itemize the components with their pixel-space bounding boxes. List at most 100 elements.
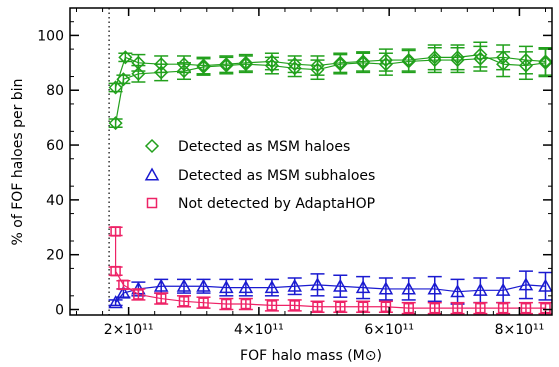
series-2-main-point-17 xyxy=(452,302,463,314)
y-axis-label: % of FOF haloes per bin xyxy=(10,79,26,246)
series-2-main-errorbar-20 xyxy=(518,301,533,315)
series-0-upper-point-17 xyxy=(473,47,488,62)
legend-label-0: Detected as MSM haloes xyxy=(178,139,350,155)
series-0-upper-point-13 xyxy=(378,53,393,68)
series-1-main-point-5 xyxy=(196,278,211,292)
series-0-upper-errorbar-0 xyxy=(108,82,123,93)
series-2-main-errorbar-8 xyxy=(238,297,253,311)
series-2-main-errorbar-6 xyxy=(196,296,211,309)
series-2-main-point-3 xyxy=(133,289,144,300)
series-0-upper-point-18 xyxy=(496,57,511,72)
y-tick-label-3: 60 xyxy=(46,138,64,154)
series-2-main-point-5 xyxy=(178,296,190,307)
series-2-main-errorbar-12 xyxy=(333,300,348,314)
series-0-upper-point-10 xyxy=(310,58,325,73)
series-2-main-point-10 xyxy=(289,300,300,311)
series-2-main-line xyxy=(114,231,546,309)
series-0-upper-point-12 xyxy=(356,54,371,69)
series-0-main-errorbar-0 xyxy=(108,118,123,128)
series-2-main-errorbar-19 xyxy=(496,301,511,315)
series-2-main-point-8 xyxy=(240,298,252,310)
series-1-main-errorbar-20 xyxy=(538,271,552,301)
y-tick-label-4: 80 xyxy=(46,83,64,99)
plot-layer xyxy=(108,8,552,315)
x-tick-label-2: 6×10¹¹ xyxy=(364,322,414,338)
series-0-upper-point-19 xyxy=(518,58,534,73)
y-tick-label-0: 0 xyxy=(55,303,64,319)
series-2-main-errorbar-14 xyxy=(378,300,393,314)
series-1-main-point-17 xyxy=(473,282,488,296)
series-1-main-point-19 xyxy=(518,277,534,291)
series-0-upper-point-14 xyxy=(401,53,416,68)
legend-label-2: Not detected by AdaptaHOP xyxy=(178,196,375,212)
series-2-main-point-12 xyxy=(335,301,346,313)
series-0-upper-point-0 xyxy=(108,80,123,95)
series-1-main-point-10 xyxy=(310,277,325,291)
series-1-main-point-12 xyxy=(355,280,371,294)
series-0-main-point-3 xyxy=(154,65,169,80)
series-0-upper-errorbar-16 xyxy=(450,44,465,71)
series-0-upper-point-16 xyxy=(450,50,465,65)
series-0-upper-point-6 xyxy=(219,57,234,72)
series-2-main-point-1 xyxy=(110,265,121,277)
series-1-main-point-13 xyxy=(378,281,394,295)
series-1-main-point-1 xyxy=(116,285,131,299)
series-2-main-point-0 xyxy=(110,226,121,237)
series-1-main-point-8 xyxy=(264,280,280,294)
series-0-upper-errorbar-14 xyxy=(401,48,416,72)
series-1-main-point-16 xyxy=(450,284,465,298)
series-2-main-point-19 xyxy=(497,302,509,314)
plot-area xyxy=(108,8,552,315)
series-0-upper-errorbar-1 xyxy=(118,52,133,63)
series-2-main-errorbar-15 xyxy=(401,301,416,315)
series-2-main-point-4 xyxy=(155,293,167,304)
series-0-upper-point-20 xyxy=(538,55,552,70)
series-2-main-point-18 xyxy=(475,302,486,314)
series-1-main-point-9 xyxy=(287,278,302,292)
series-2-main-errorbar-9 xyxy=(264,299,279,312)
legend-marker-1 xyxy=(144,167,160,181)
series-2-main-errorbar-16 xyxy=(427,301,442,315)
series-2-main-point-7 xyxy=(221,298,232,310)
series-2-main-errorbar-18 xyxy=(473,301,488,315)
series-2-main-point-9 xyxy=(266,300,278,311)
series-0-main-point-4 xyxy=(176,63,192,79)
series-0-upper-errorbar-17 xyxy=(473,41,488,68)
x-axis-label: FOF halo mass (M⊙) xyxy=(240,348,382,364)
axes-layer: 2×10¹¹ 4×10¹¹ 6×10¹¹ 8×10¹¹ 0 20 40 60 80 100 xyxy=(37,8,552,338)
series-2-main-errorbar-5 xyxy=(176,295,191,308)
y-tick-label-2: 40 xyxy=(46,193,64,209)
y-tick-label-1: 20 xyxy=(46,248,64,264)
series-0-upper-errorbar-15 xyxy=(427,44,442,71)
series-2-main-errorbar-10 xyxy=(287,299,302,312)
series-0-upper-point-11 xyxy=(333,55,348,70)
series-1-main-point-20 xyxy=(538,278,552,292)
series-0-upper-point-15 xyxy=(427,50,442,65)
series-2-main-point-20 xyxy=(520,302,532,314)
series-2-main-point-2 xyxy=(118,279,129,291)
series-2-main-point-14 xyxy=(380,301,392,313)
series-1-main-errorbar-15 xyxy=(427,275,442,303)
series-0-upper-errorbar-13 xyxy=(378,48,393,72)
series-1-main-point-14 xyxy=(401,281,416,295)
legend-marker-2 xyxy=(146,197,158,209)
legend-label-1: Detected as MSM subhaloes xyxy=(178,168,375,184)
series-2-main-point-16 xyxy=(429,302,441,314)
series-1-main-point-6 xyxy=(219,280,234,294)
series-2-main-errorbar-3 xyxy=(131,288,146,301)
series-0-upper-point-9 xyxy=(287,57,302,72)
series-2-main-point-11 xyxy=(312,301,323,313)
series-0-upper-errorbar-18 xyxy=(496,51,511,78)
series-0-upper-errorbar-19 xyxy=(518,51,533,81)
series-1-main-point-18 xyxy=(495,282,511,296)
series-1-main-point-11 xyxy=(333,278,348,292)
series-0-upper-point-5 xyxy=(196,58,211,73)
x-tick-label-3: 8×10¹¹ xyxy=(495,322,545,338)
series-1-main-errorbar-19 xyxy=(518,270,533,300)
series-0-upper-point-7 xyxy=(238,55,253,70)
series-0-upper-point-2 xyxy=(131,55,146,70)
series-2-main-errorbar-7 xyxy=(219,297,234,311)
series-1-main-point-0 xyxy=(108,295,123,309)
series-2-main-errorbar-4 xyxy=(154,292,169,305)
series-2-main-point-6 xyxy=(198,297,209,308)
